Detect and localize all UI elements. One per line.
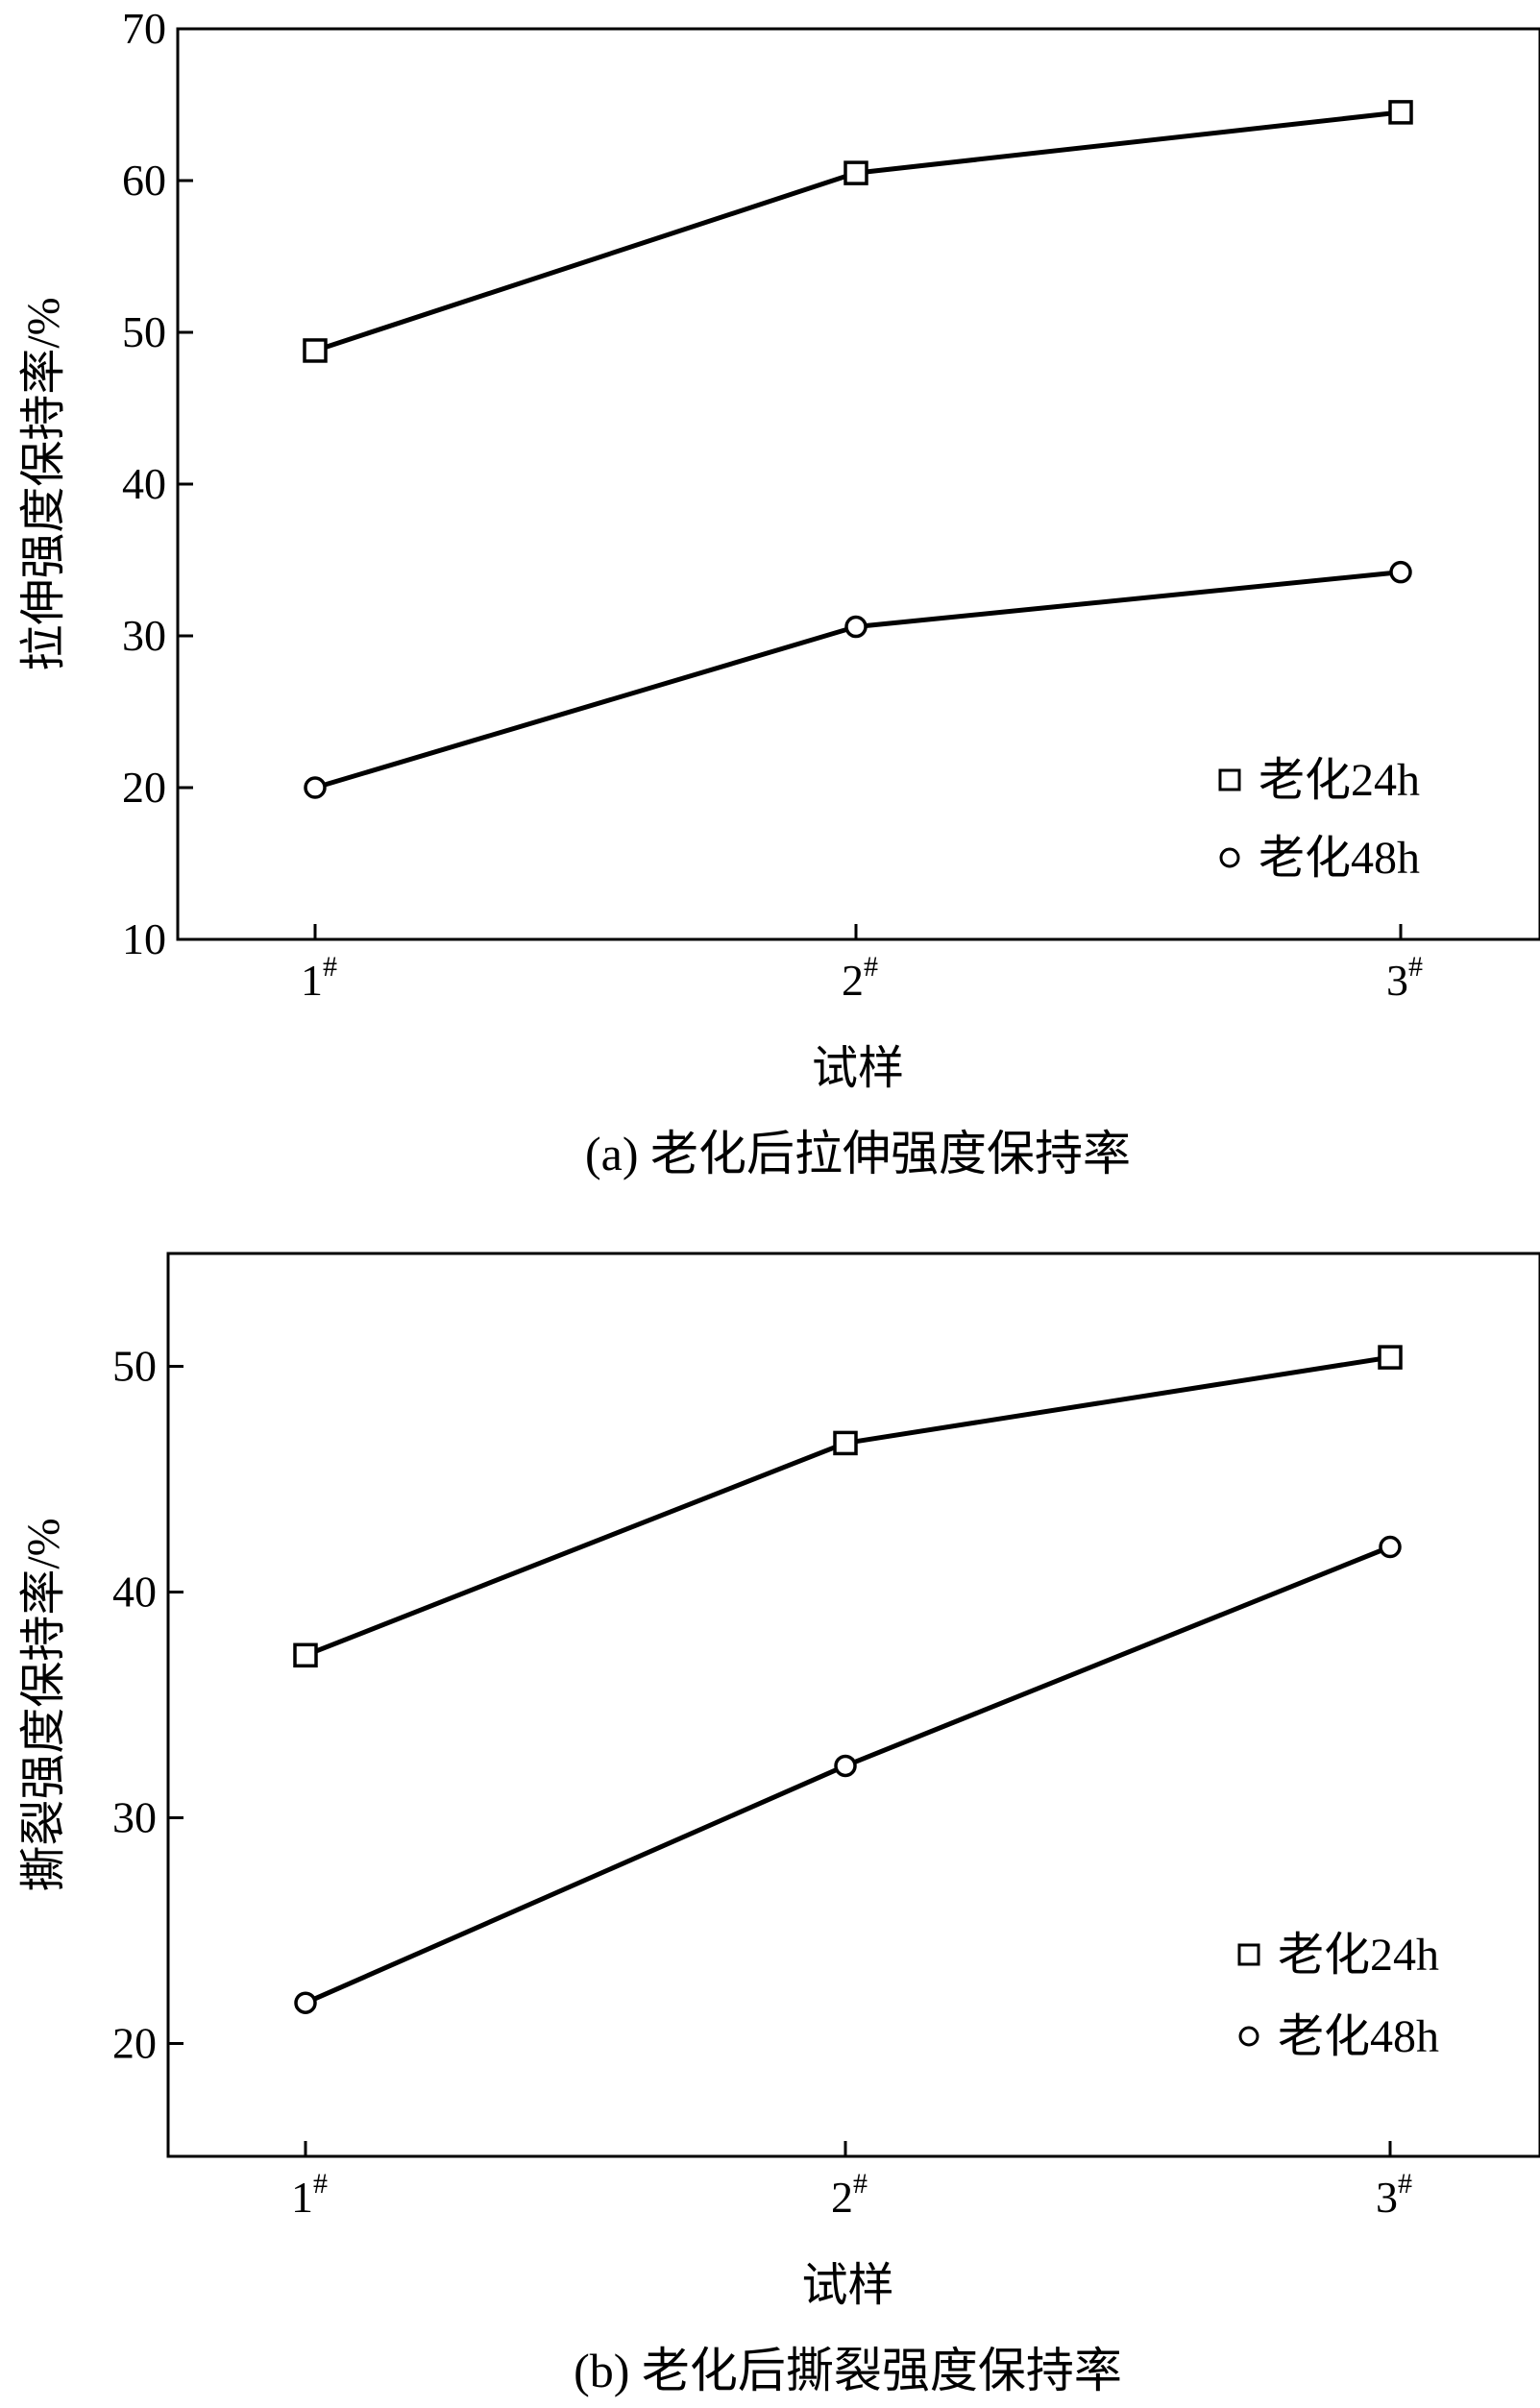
chart-panel-a: 10 20 30 40 50 60 70 1# 2# 3# 老化24h 老化48h 拉伸强度保持率… xyxy=(18,4,1540,1180)
data-point-circle xyxy=(304,776,327,799)
x-tick-label: 3# xyxy=(1376,2168,1412,2222)
y-axis-ticks: 20 30 40 50 xyxy=(112,1342,183,2068)
legend-label: 老化48h xyxy=(1259,833,1420,884)
x-axis-ticks: 1# 2# 3# xyxy=(301,924,1423,1005)
chart-caption: (b) 老化后撕裂强度保持率 xyxy=(574,2344,1122,2397)
y-axis-label: 撕裂强度保持率/% xyxy=(18,1518,69,1891)
x-tick-label: 1# xyxy=(291,2168,328,2222)
data-point-circle xyxy=(1379,1535,1402,1559)
x-tick-label: 1# xyxy=(301,951,337,1005)
legend-label: 老化24h xyxy=(1259,755,1420,806)
data-point-square xyxy=(1378,1345,1403,1370)
series-layer xyxy=(303,100,1413,799)
y-axis-ticks: 10 20 30 40 50 60 70 xyxy=(122,4,193,963)
y-tick-label: 60 xyxy=(122,156,166,205)
data-point-circle xyxy=(844,615,868,639)
y-tick-label: 20 xyxy=(112,2019,157,2068)
series-line xyxy=(314,570,1402,791)
data-point-circle xyxy=(294,1991,317,2014)
series-line xyxy=(314,109,1402,353)
x-axis-label: 试样 xyxy=(812,1043,904,1094)
y-tick-label: 40 xyxy=(112,1568,157,1617)
y-tick-label: 70 xyxy=(122,4,166,53)
legend-marker-square xyxy=(1237,1943,1260,1966)
x-tick-label: 2# xyxy=(842,951,878,1005)
y-tick-label: 20 xyxy=(122,763,166,812)
legend-label: 老化24h xyxy=(1278,1930,1439,1981)
y-tick-label: 10 xyxy=(122,914,166,963)
data-point-square xyxy=(843,160,868,185)
data-point-circle xyxy=(1389,560,1412,584)
y-axis-label: 拉伸强度保持率/% xyxy=(18,297,69,670)
y-tick-label: 30 xyxy=(122,611,166,660)
data-point-square xyxy=(833,1430,858,1456)
legend: 老化24h 老化48h xyxy=(1218,755,1420,884)
y-tick-label: 50 xyxy=(112,1342,157,1391)
series-layer xyxy=(293,1345,1403,2014)
legend-label: 老化48h xyxy=(1278,2011,1439,2062)
data-point-square xyxy=(293,1642,318,1668)
legend: 老化24h 老化48h xyxy=(1237,1930,1439,2062)
x-tick-label: 2# xyxy=(831,2168,868,2222)
legend-marker-square xyxy=(1218,768,1241,791)
x-tick-label: 3# xyxy=(1386,951,1423,1005)
data-point-square xyxy=(303,338,328,363)
y-tick-label: 30 xyxy=(112,1793,157,1842)
legend-marker-circle xyxy=(1238,2026,1259,2047)
plot-frame xyxy=(166,1252,1540,2158)
x-axis-label: 试样 xyxy=(801,2260,893,2311)
legend-marker-circle xyxy=(1219,847,1240,868)
data-point-circle xyxy=(834,1754,857,1778)
data-point-square xyxy=(1388,100,1413,125)
chart-caption: (a) 老化后拉伸强度保持率 xyxy=(585,1127,1131,1180)
y-tick-label: 50 xyxy=(122,307,166,356)
x-axis-ticks: 1# 2# 3# xyxy=(291,2141,1412,2222)
y-tick-label: 40 xyxy=(122,459,166,508)
